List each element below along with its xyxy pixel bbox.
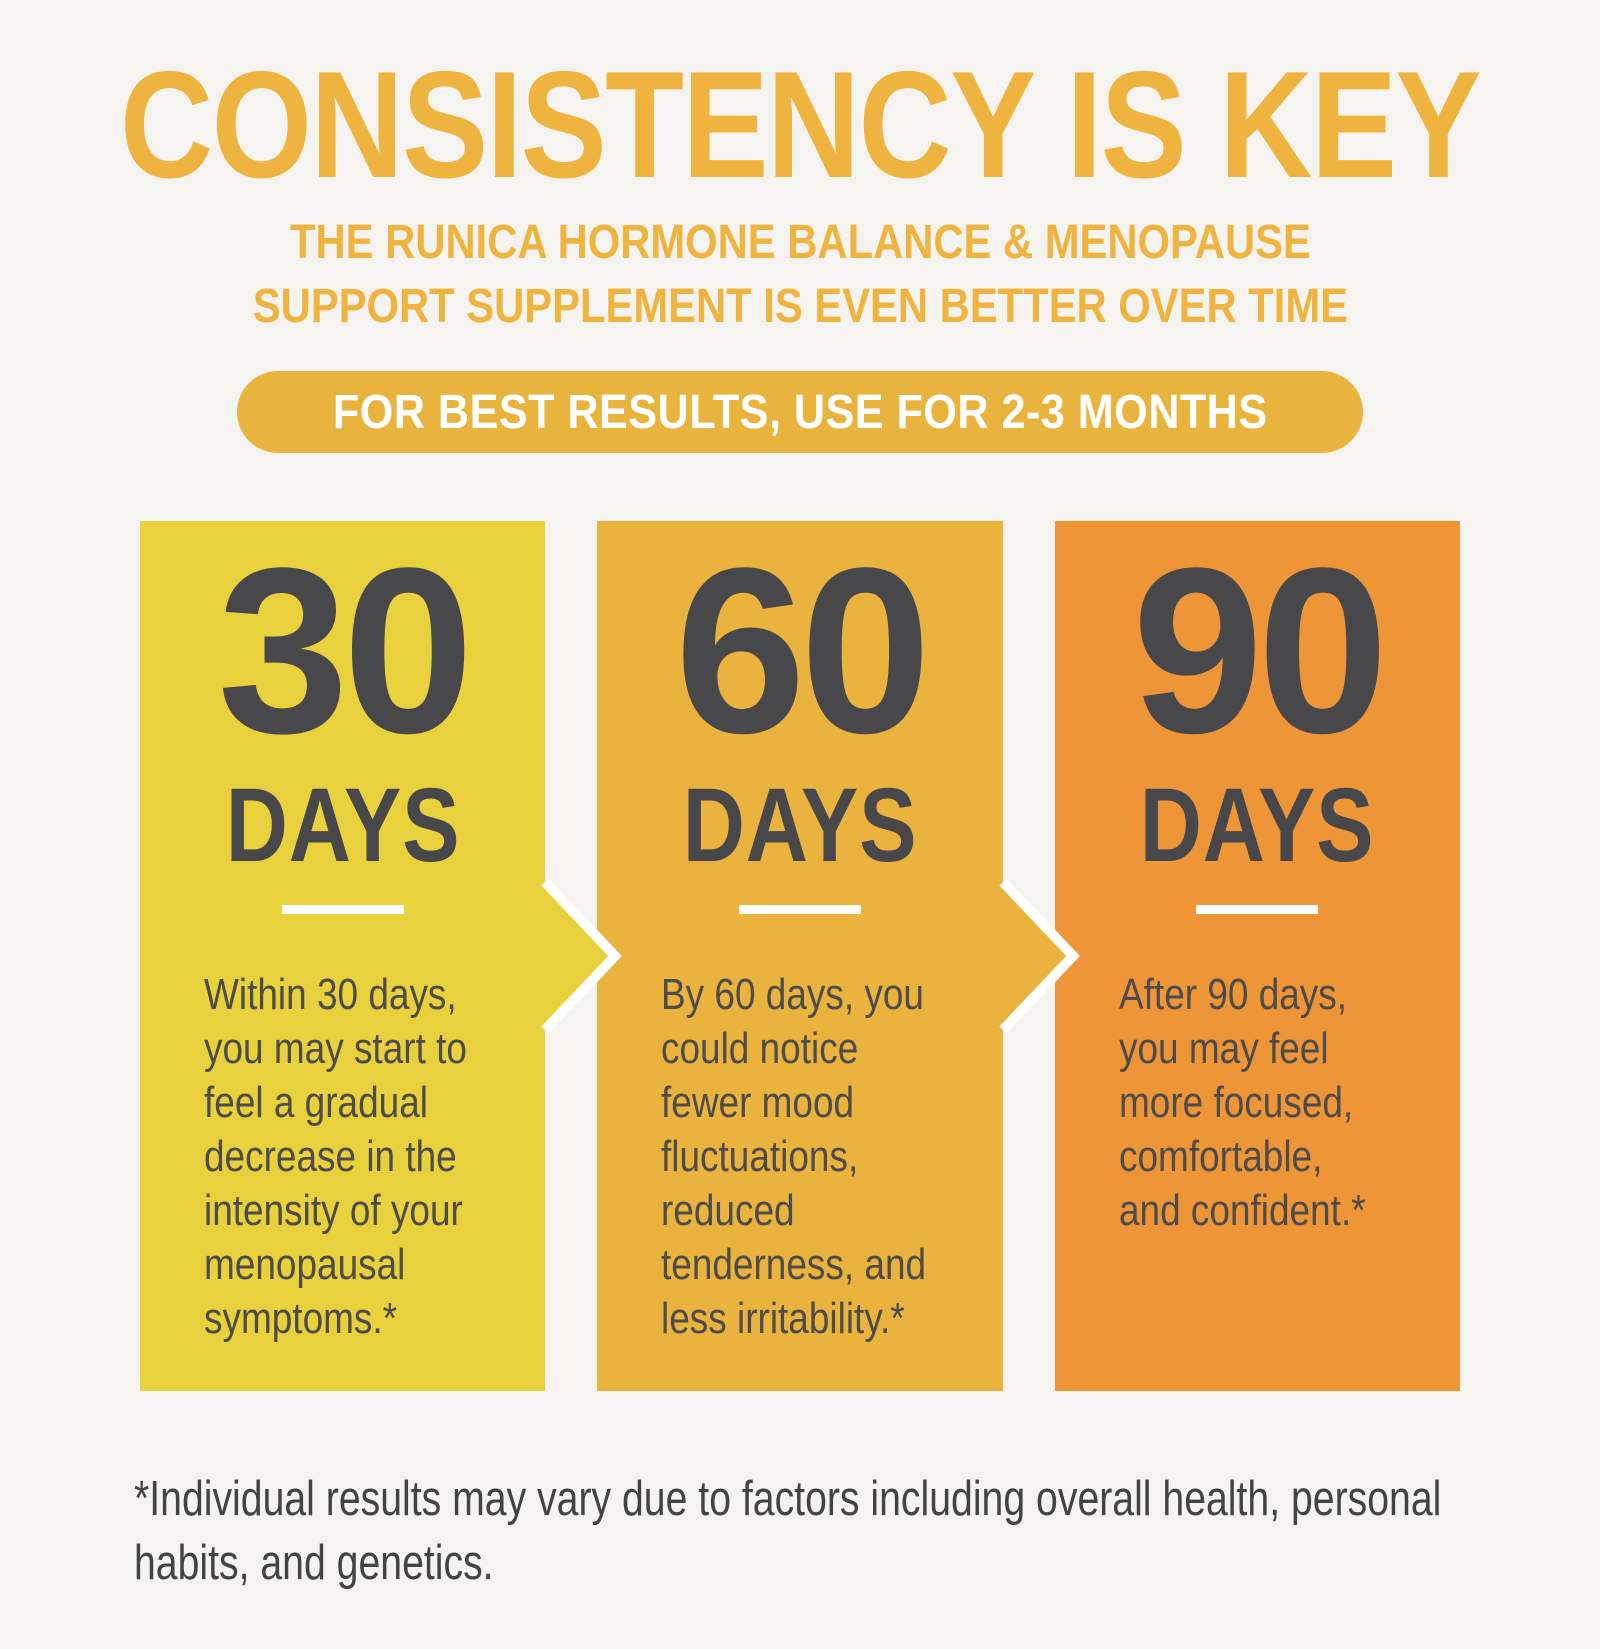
day-unit-60: DAYS bbox=[597, 773, 1002, 878]
timeline-column-60-days: 60 DAYS By 60 days, you could notice few… bbox=[597, 519, 1003, 1391]
day-unit-90: DAYS bbox=[1055, 773, 1460, 878]
day-count-90: 90 bbox=[1132, 519, 1389, 783]
divider-line bbox=[738, 905, 861, 914]
day-unit-60-text: DAYS bbox=[682, 767, 918, 884]
description-90-days: After 90 days, you may feel more focused… bbox=[1118, 970, 1366, 1235]
timeline-column-30-days: 30 DAYS Within 30 days, you may start to… bbox=[140, 519, 546, 1391]
divider-line bbox=[1196, 905, 1319, 914]
best-results-banner-text: FOR BEST RESULTS, USE FOR 2-3 MONTHS bbox=[332, 385, 1268, 439]
description-30-days: Within 30 days, you may start to feel a … bbox=[204, 970, 467, 1343]
day-unit-90-text: DAYS bbox=[1140, 767, 1375, 884]
day-count-60: 60 bbox=[674, 519, 932, 783]
infographic-page: CONSISTENCY IS KEY THE RUNICA HORMONE BA… bbox=[0, 49, 1600, 1649]
best-results-banner: FOR BEST RESULTS, USE FOR 2-3 MONTHS bbox=[236, 371, 1364, 453]
day-count-30: 30 bbox=[217, 519, 474, 783]
description-60-days: By 60 days, you could notice fewer mood … bbox=[661, 970, 927, 1343]
subtitle: THE RUNICA HORMONE BALANCE & MENOPAUSE S… bbox=[0, 211, 1600, 339]
timeline-column-90-days: 90 DAYS After 90 days, you may feel more… bbox=[1054, 519, 1460, 1391]
footnote: *Individual results may vary due to fact… bbox=[134, 1472, 1442, 1590]
day-unit-30-text: DAYS bbox=[225, 767, 460, 884]
subtitle-text: THE RUNICA HORMONE BALANCE & MENOPAUSE S… bbox=[252, 216, 1348, 333]
day-unit-30: DAYS bbox=[140, 773, 545, 878]
page-title-text: CONSISTENCY IS KEY bbox=[120, 40, 1482, 210]
page-title: CONSISTENCY IS KEY bbox=[0, 49, 1600, 201]
divider-line bbox=[281, 905, 404, 914]
timeline-columns: 30 DAYS Within 30 days, you may start to… bbox=[140, 521, 1460, 1391]
